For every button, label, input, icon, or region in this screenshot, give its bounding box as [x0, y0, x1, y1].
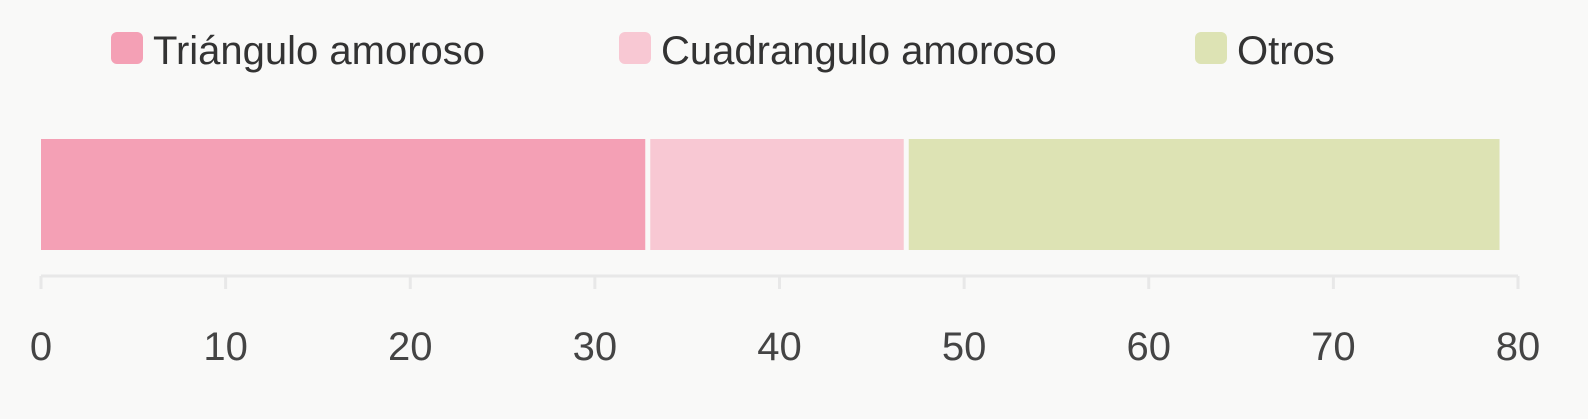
legend-item-otros: Otros — [1195, 29, 1335, 73]
bar-triangulo-amoroso — [41, 139, 646, 250]
x-tick-label: 20 — [388, 325, 433, 369]
x-tick-label: 80 — [1496, 325, 1541, 369]
bar-otros — [908, 139, 1500, 250]
legend: Triángulo amoroso Cuadrangulo amoroso Otro… — [111, 29, 1335, 73]
x-tick-label: 40 — [757, 325, 802, 369]
bar-cuadrangulo-amoroso — [650, 139, 904, 250]
x-tick-label: 50 — [942, 325, 987, 369]
bars — [41, 139, 1500, 250]
legend-item-cuadrangulo-amoroso: Cuadrangulo amoroso — [619, 29, 1057, 73]
legend-swatch — [619, 32, 651, 64]
x-tick-label: 60 — [1127, 325, 1172, 369]
x-tick-label: 10 — [203, 325, 248, 369]
x-tick-label: 30 — [573, 325, 618, 369]
legend-label: Cuadrangulo amoroso — [661, 29, 1057, 73]
legend-item-triangulo-amoroso: Triángulo amoroso — [111, 29, 485, 73]
x-axis: 0 10 20 30 40 50 60 70 80 — [30, 274, 1541, 369]
legend-swatch — [111, 32, 143, 64]
legend-swatch — [1195, 32, 1227, 64]
x-tick-label: 70 — [1311, 325, 1356, 369]
legend-label: Otros — [1237, 29, 1335, 73]
legend-label: Triángulo amoroso — [153, 29, 485, 73]
x-tick-label: 0 — [30, 325, 52, 369]
